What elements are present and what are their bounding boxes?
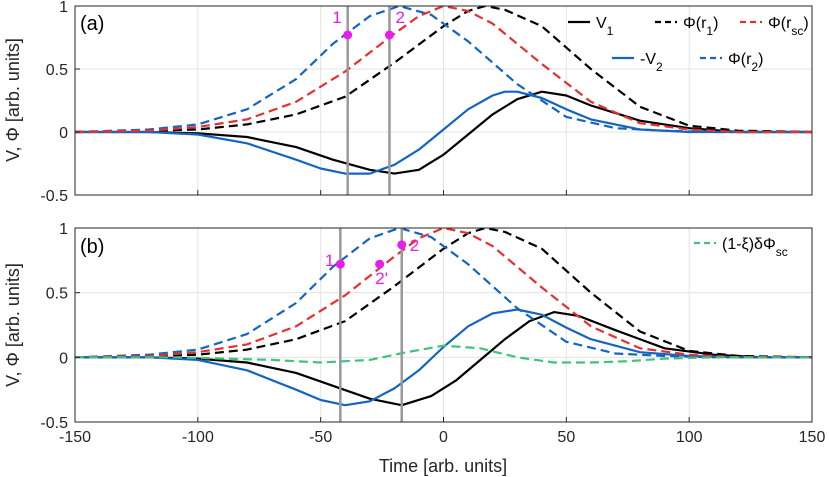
series-line-rsc-a [75, 6, 812, 134]
y-axis-label-a: V, Φ [arb. units] [3, 38, 23, 162]
x-tick-label-b: 0 [439, 429, 448, 446]
legend-label-v1-a: V1 [596, 15, 614, 38]
series-line-r2-a [75, 6, 812, 134]
marker-point-1-a [343, 30, 353, 40]
legend-label-r1-a: Φ(r1) [683, 15, 718, 38]
y-tick-label-b: 0.5 [46, 286, 68, 303]
x-tick-label-b: 150 [799, 429, 826, 446]
y-tick-label-b: 1 [59, 221, 68, 238]
marker-label-1-a: 1 [332, 8, 341, 27]
series-group-a [75, 6, 812, 175]
legend-label-rsc-a: Φ(rsc) [768, 15, 809, 38]
series-line-v1-b [75, 311, 812, 407]
series-line-v2-a [75, 90, 812, 175]
panel-b: 1 2' 2 -0.5 0 0.5 1 -150 -100 -50 0 50 100 150 (b) (… [3, 221, 825, 476]
marker-point-1-b [335, 259, 345, 269]
x-tick-label-b: 100 [676, 429, 703, 446]
marker-point-2-b [375, 259, 385, 269]
legend-label-1-sc-b: (1-ξ)δΦsc [722, 236, 788, 259]
marker-point-2-b [397, 240, 407, 250]
panel-label-a: (a) [80, 13, 104, 35]
panel-label-b: (b) [80, 236, 104, 258]
legend-b: (1-ξ)δΦsc [694, 236, 788, 259]
marker-label-2-a: 2 [395, 8, 404, 27]
series-line-v1-a [75, 90, 812, 175]
marker-point-2-a [384, 30, 394, 40]
y-axis-label-b: V, Φ [arb. units] [3, 263, 23, 387]
tick-group-b: -0.5 0 0.5 1 -150 -100 -50 0 50 100 150 [40, 221, 825, 446]
tick-group-a: -0.5 0 0.5 1 [40, 0, 813, 205]
series-line-1-sc-b [75, 344, 812, 364]
vline-group-a [346, 6, 391, 195]
legend-label-v2-a: -V2 [640, 51, 663, 74]
legend-label-r2-a: Φ(r2) [728, 51, 763, 74]
y-tick-label-b: 0 [59, 350, 68, 367]
y-tick-label-a: 0.5 [46, 62, 68, 79]
x-tick-label-b: -100 [182, 429, 214, 446]
x-tick-label-b: 50 [557, 429, 575, 446]
x-axis-label: Time [arb. units] [379, 456, 507, 476]
marker-label-2-b: 2 [410, 236, 419, 255]
y-tick-label-a: 0 [59, 125, 68, 142]
marker-label-2-b: 2' [375, 269, 388, 288]
legend-a: V1 Φ(r1) Φ(rsc) -V2 Φ(r2) [568, 15, 809, 74]
marker-label-1-b: 1 [325, 251, 334, 270]
series-group-b [75, 228, 812, 407]
y-tick-label-b: -0.5 [40, 415, 68, 432]
marker-group-b: 1 2' 2 [325, 236, 419, 288]
series-line-r2-b [75, 228, 812, 359]
series-line-v2-b [75, 308, 812, 407]
series-line-rsc-b [75, 228, 812, 359]
grid-a [74, 5, 813, 196]
y-tick-label-a: -0.5 [40, 188, 68, 205]
grid-b [74, 227, 813, 423]
x-tick-label-b: -150 [59, 429, 91, 446]
y-tick-label-a: 1 [59, 0, 68, 16]
x-tick-label-b: -50 [309, 429, 332, 446]
